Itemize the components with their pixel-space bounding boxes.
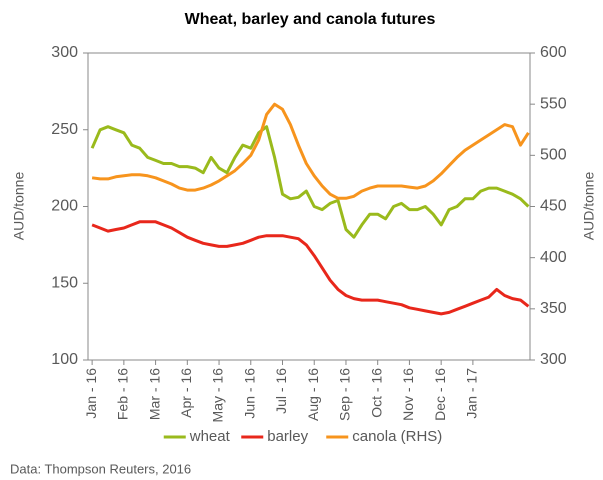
y2-axis-label: AUD/tonne [581, 172, 597, 241]
plot-frame [87, 52, 531, 361]
x-tick-label: Mar - 16 [146, 368, 162, 420]
x-tick-label: Sep - 16 [337, 368, 353, 421]
y2-tick-label: 350 [540, 300, 567, 317]
x-tick-label: Dec - 16 [432, 368, 448, 421]
x-tick-label: Jan - 16 [83, 368, 99, 419]
x-tick-label: Feb - 16 [115, 368, 131, 420]
y2-tick-label: 600 [540, 44, 567, 61]
y2-tick-label: 300 [540, 351, 567, 368]
y-tick-label: 200 [51, 198, 78, 215]
y2-tick-label: 550 [540, 95, 567, 112]
y2-tick-label: 450 [540, 198, 567, 215]
y2-tick-label: 500 [540, 147, 567, 164]
series-line [91, 102, 530, 200]
source-note: Data: Thompson Reuters, 2016 [10, 461, 191, 476]
x-tick-label: Nov - 16 [400, 368, 416, 421]
chart-title: Wheat, barley and canola futures [185, 11, 436, 28]
x-tick-label: Aug - 16 [305, 368, 321, 421]
x-tick-label: Oct - 16 [368, 368, 384, 418]
series-line [91, 220, 530, 316]
x-tick-label: Jan - 17 [464, 368, 480, 419]
series-line [90, 125, 530, 239]
x-tick-label: Apr - 16 [178, 368, 194, 418]
legend-label: barley [267, 428, 308, 445]
legend-label: canola (RHS) [352, 428, 442, 445]
y-tick-label: 100 [51, 351, 78, 368]
x-tick-label: May - 16 [210, 368, 226, 423]
y-tick-label: 150 [51, 274, 78, 291]
y-tick-label: 250 [51, 121, 78, 138]
x-tick-label: Jul - 16 [273, 368, 289, 414]
y2-tick-label: 400 [540, 249, 567, 266]
y-tick-label: 300 [51, 44, 78, 61]
x-tick-label: Jun - 16 [241, 368, 257, 419]
y-axis-label: AUD/tonne [11, 172, 27, 241]
legend-label: wheat [189, 428, 231, 445]
